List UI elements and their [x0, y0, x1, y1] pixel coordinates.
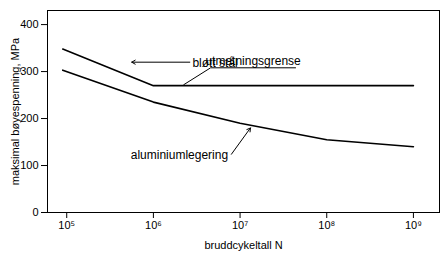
- svg-text:100: 100: [20, 159, 38, 171]
- svg-text:10⁷: 10⁷: [232, 219, 248, 231]
- svg-text:300: 300: [20, 65, 38, 77]
- svg-text:10⁸: 10⁸: [318, 219, 335, 231]
- svg-text:200: 200: [20, 112, 38, 124]
- svg-text:10⁹: 10⁹: [405, 219, 422, 231]
- svg-text:bruddcykeltall N: bruddcykeltall N: [204, 239, 282, 251]
- svg-text:utmatningsgrense: utmatningsgrense: [205, 54, 301, 68]
- svg-text:400: 400: [20, 18, 38, 30]
- svg-text:10⁵: 10⁵: [58, 219, 75, 231]
- svg-text:0: 0: [32, 206, 38, 218]
- svg-text:maksimal bøyespenning, MPa: maksimal bøyespenning, MPa: [9, 37, 21, 185]
- svg-text:aluminiumlegering: aluminiumlegering: [131, 148, 228, 162]
- svg-text:10⁶: 10⁶: [145, 219, 162, 231]
